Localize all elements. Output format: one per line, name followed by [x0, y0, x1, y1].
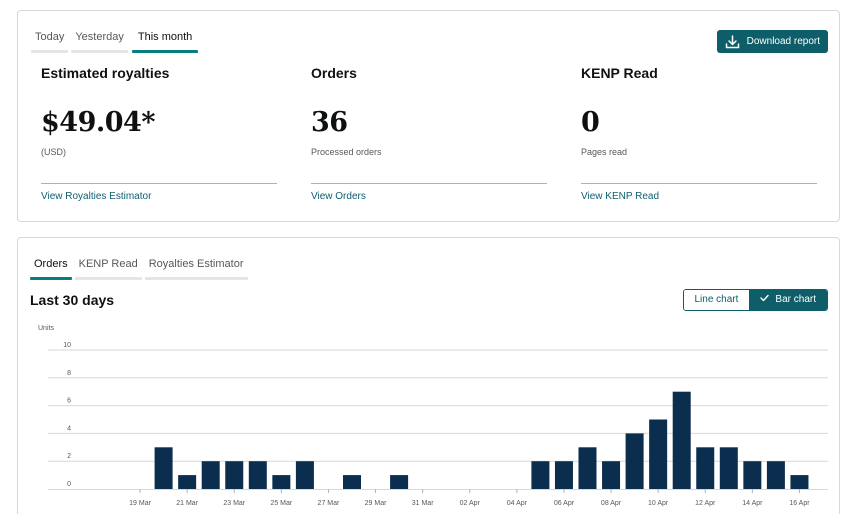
metric-sub: Pages read: [581, 147, 628, 157]
bar: [743, 461, 762, 489]
view-royalties-estimator-link[interactable]: View Royalties Estimator: [41, 191, 152, 202]
metric-sub: Processed orders: [311, 147, 382, 157]
bar-chart-button[interactable]: Bar chart: [749, 290, 827, 310]
y-tick-label: 2: [67, 453, 71, 460]
bar: [649, 419, 668, 489]
x-tick-label: 02 Apr: [460, 500, 481, 507]
period-tabs: Today Yesterday This month: [31, 29, 199, 53]
bar: [390, 475, 409, 489]
bar: [672, 391, 691, 489]
bar: [790, 475, 809, 489]
x-tick-label: 27 Mar: [318, 500, 340, 507]
bar: [719, 447, 738, 489]
bar: [531, 461, 550, 489]
bar: [343, 475, 361, 489]
metric-label: KENP Read: [581, 65, 658, 81]
metric-label: Orders: [311, 65, 357, 81]
x-tick-label: 10 Apr: [648, 500, 669, 507]
tab-royalties-estimator[interactable]: Royalties Estimator: [144, 256, 248, 280]
chart-title: Last 30 days: [30, 292, 115, 308]
tab-this-month[interactable]: This month: [131, 29, 199, 53]
tab-yesterday[interactable]: Yesterday: [71, 29, 128, 53]
metric-orders: Orders 36 Processed orders View Orders: [311, 65, 547, 202]
tab-orders[interactable]: Orders: [30, 256, 72, 280]
line-chart-button[interactable]: Line chart: [683, 290, 750, 310]
bar: [295, 461, 314, 489]
bar: [248, 461, 267, 489]
metric-value: $49.04*: [41, 107, 155, 138]
metric-value: 0: [581, 107, 600, 138]
x-tick-label: 19 Mar: [129, 500, 151, 507]
x-tick-label: 04 Apr: [507, 500, 528, 507]
x-tick-label: 08 Apr: [601, 500, 622, 507]
download-report-button[interactable]: Download report: [716, 30, 828, 53]
summary-card: Today Yesterday This month Download repo…: [17, 10, 840, 222]
bar: [625, 433, 644, 489]
divider: [311, 183, 547, 184]
bar: [272, 475, 291, 489]
x-tick-label: 21 Mar: [176, 500, 198, 507]
chart-type-toggle: Line chart Bar chart: [682, 289, 828, 311]
bar-chart-label: Bar chart: [775, 294, 816, 305]
divider: [41, 183, 277, 184]
x-tick-label: 14 Apr: [742, 500, 763, 507]
tab-kenp-read[interactable]: KENP Read: [74, 256, 142, 280]
x-tick-label: 23 Mar: [223, 500, 245, 507]
tab-today[interactable]: Today: [31, 29, 69, 53]
y-tick-label: 10: [63, 342, 71, 349]
bar: [154, 447, 173, 489]
y-tick-label: 8: [67, 370, 71, 377]
x-tick-label: 12 Apr: [695, 500, 716, 507]
x-tick-label: 06 Apr: [554, 500, 575, 507]
bar: [554, 461, 573, 489]
x-tick-label: 25 Mar: [270, 500, 292, 507]
bar: [201, 461, 220, 489]
x-tick-label: 31 Mar: [412, 500, 434, 507]
report-tabs: Orders KENP Read Royalties Estimator: [30, 256, 248, 280]
view-kenp-read-link[interactable]: View KENP Read: [581, 191, 660, 202]
bar: [602, 461, 621, 489]
bar: [225, 461, 244, 489]
x-tick-label: 29 Mar: [365, 500, 387, 507]
metric-label: Estimated royalties: [41, 65, 170, 81]
view-orders-link[interactable]: View Orders: [311, 191, 366, 202]
y-axis-label: Units: [38, 325, 54, 332]
bar: [578, 447, 597, 489]
y-tick-label: 0: [67, 481, 71, 488]
bar: [766, 461, 785, 489]
metric-value: 36: [311, 107, 348, 138]
report-card: Orders KENP Read Royalties Estimator Las…: [17, 237, 840, 514]
divider: [581, 183, 817, 184]
y-tick-label: 6: [67, 398, 71, 405]
metric-royalties: Estimated royalties $49.04* (USD) View R…: [41, 65, 277, 202]
orders-bar-chart: Units 0 2 4 6 8 10 19 Mar 21 Mar 23 Mar 25 Mar 27 M…: [38, 325, 828, 507]
metric-sub: (USD): [41, 147, 66, 157]
bar: [696, 447, 715, 489]
download-report-label: Download report: [746, 36, 820, 47]
metric-kenp: KENP Read 0 Pages read View KENP Read: [581, 65, 817, 202]
x-tick-label: 16 Apr: [789, 500, 810, 507]
bar: [178, 475, 197, 489]
check-icon: [760, 290, 770, 310]
y-tick-label: 4: [67, 425, 71, 432]
download-icon: [725, 34, 740, 49]
